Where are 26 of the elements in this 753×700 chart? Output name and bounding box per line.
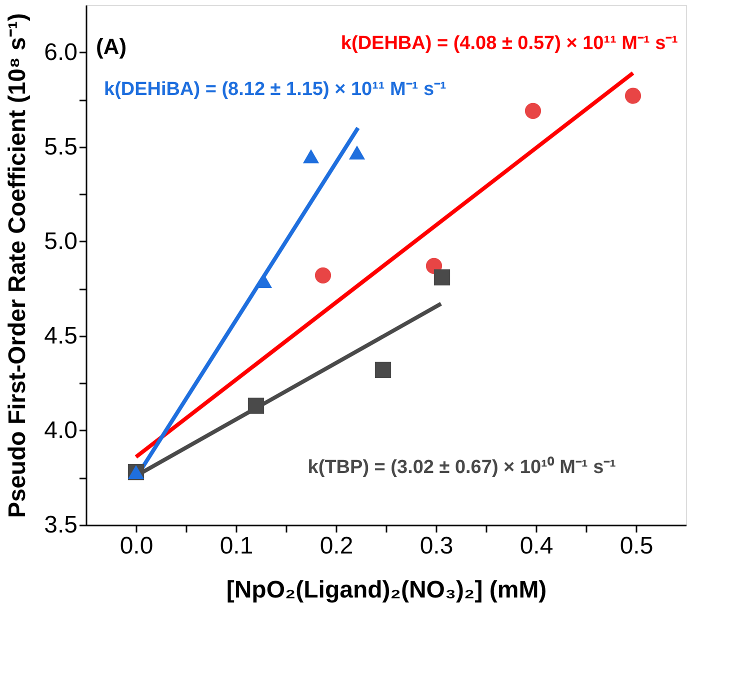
x-tick-label: 0.0 — [120, 532, 154, 560]
x-tick-label: 0.3 — [420, 532, 454, 560]
annotation: k(DEHBA) = (4.08 ± 0.57) × 10¹¹ M⁻¹ s⁻¹ — [340, 33, 678, 54]
x-axis-title: [NpO₂(Ligand)₂(NO₃)₂] (mM) — [226, 576, 547, 604]
y-tick-label: 5.5 — [44, 133, 78, 160]
x-tick-label: 0.1 — [220, 532, 254, 560]
point — [524, 102, 542, 119]
annotation: (A) — [96, 34, 127, 59]
point — [374, 362, 392, 378]
point — [348, 146, 366, 160]
point — [624, 88, 642, 104]
point — [314, 267, 332, 284]
x-tick-label: 0.4 — [520, 532, 554, 560]
point — [434, 269, 450, 286]
y-axis-title: Pseudo First-Order Rate Coefficient (10⁸ s⁻¹) — [4, 13, 32, 518]
annotation: k(TBP) = (3.02 ± 0.67) × 10¹⁰ M⁻¹ s⁻¹ — [308, 456, 616, 478]
y-tick-label: 4.0 — [44, 416, 78, 444]
point — [248, 398, 264, 414]
y-tick-label: 6.0 — [44, 38, 78, 66]
y-tick-label: 4.5 — [44, 322, 78, 350]
y-tick-label: 3.5 — [44, 512, 78, 538]
point — [302, 149, 320, 164]
x-tick-label: 0.5 — [620, 532, 654, 560]
annotation: k(DEHiBA) = (8.12 ± 1.15) × 10¹¹ M⁻¹ s⁻¹ — [104, 79, 446, 100]
y-tick-label: 5.0 — [44, 228, 78, 255]
x-tick-label: 0.2 — [320, 532, 354, 560]
